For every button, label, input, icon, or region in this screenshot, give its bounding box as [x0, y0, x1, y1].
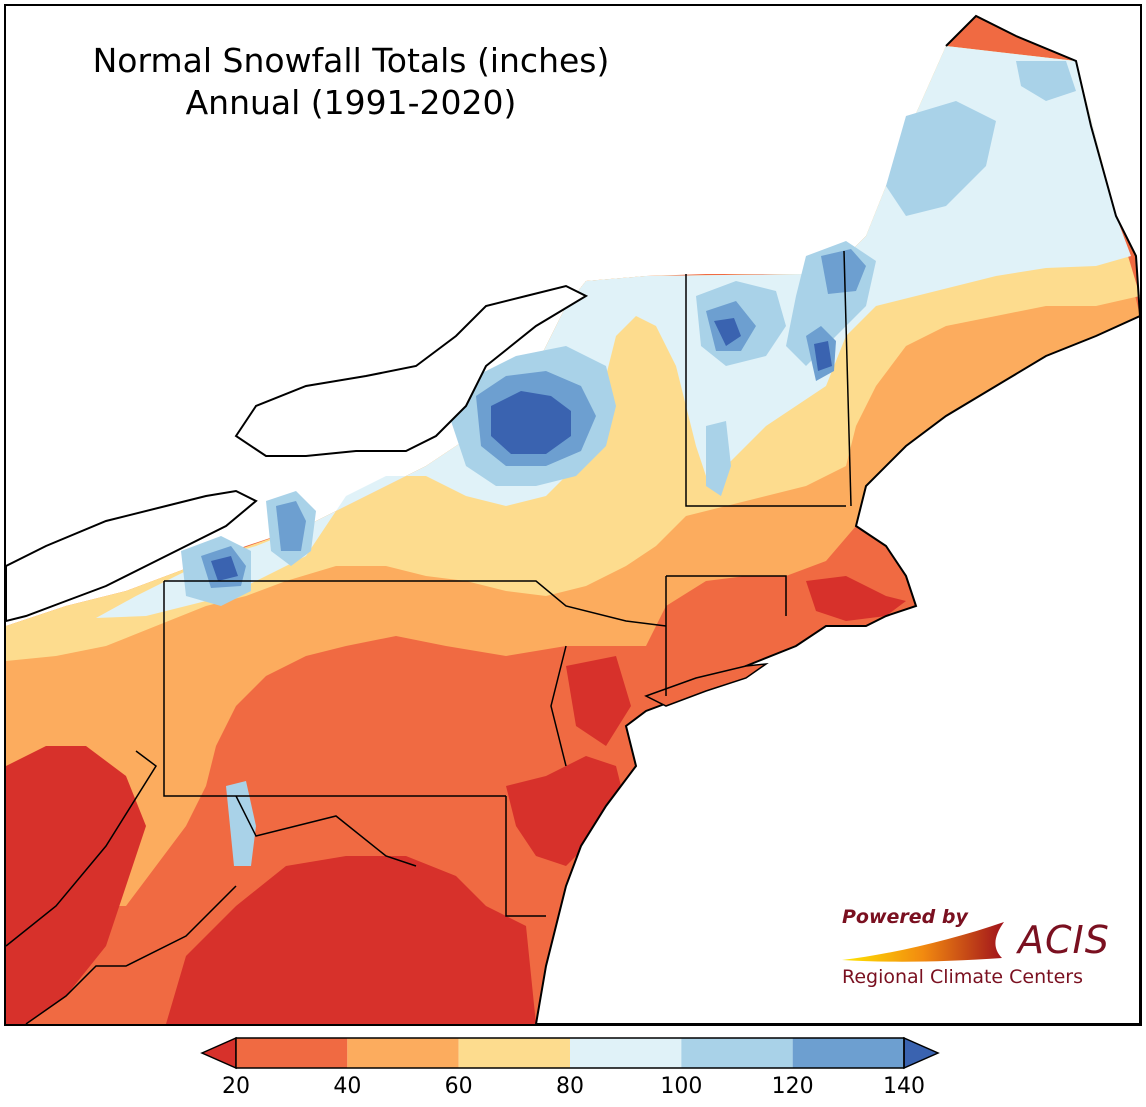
atlantic-ocean [534, 314, 1140, 1024]
legend-border [235, 1037, 905, 1069]
title-line-1: Normal Snowfall Totals (inches) [92, 41, 610, 80]
color-legend [200, 1036, 940, 1070]
map-title: Normal Snowfall Totals (inches) Annual (… [46, 40, 656, 124]
swoosh-icon [842, 922, 1004, 962]
zone-80-100 [96, 46, 1131, 618]
lake-erie [6, 489, 258, 623]
legend-tick-label: 80 [556, 1074, 584, 1099]
regional-climate-centers-text: Regional Climate Centers [842, 966, 1084, 988]
acis-brand-text: ACIS [1018, 918, 1110, 962]
legend-tick-label: 100 [660, 1074, 703, 1099]
state-boundaries [6, 250, 852, 1024]
title-line-2: Annual (1991-2020) [185, 83, 517, 122]
legend-bin [347, 1038, 459, 1068]
legend-bin-low [200, 1036, 237, 1070]
legend-tick-label: 20 [222, 1074, 250, 1099]
legend-tick-label: 40 [333, 1074, 362, 1099]
legend-tick-label: 140 [883, 1074, 925, 1099]
legend-tick-label: 60 [444, 1074, 473, 1099]
legend-bin [570, 1038, 682, 1068]
map-frame: Normal Snowfall Totals (inches) Annual (… [4, 4, 1142, 1026]
zone-over-140 [491, 391, 571, 454]
coastline [945, 14, 1140, 317]
zone-under-20 [6, 746, 146, 1024]
legend-bin [792, 1038, 904, 1068]
powered-by-text: Powered by [842, 906, 968, 928]
legend-tick-label: 120 [771, 1074, 814, 1099]
long-island [644, 662, 769, 707]
legend-bin [236, 1038, 348, 1068]
snowfall-map [6, 14, 1140, 1024]
acis-logo: Powered by ACIS Regional Climate Centers [832, 904, 1122, 994]
legend-bin [458, 1038, 570, 1068]
legend-bin [681, 1038, 793, 1068]
legend-bin-high [903, 1036, 940, 1070]
lake-ontario [234, 284, 589, 457]
